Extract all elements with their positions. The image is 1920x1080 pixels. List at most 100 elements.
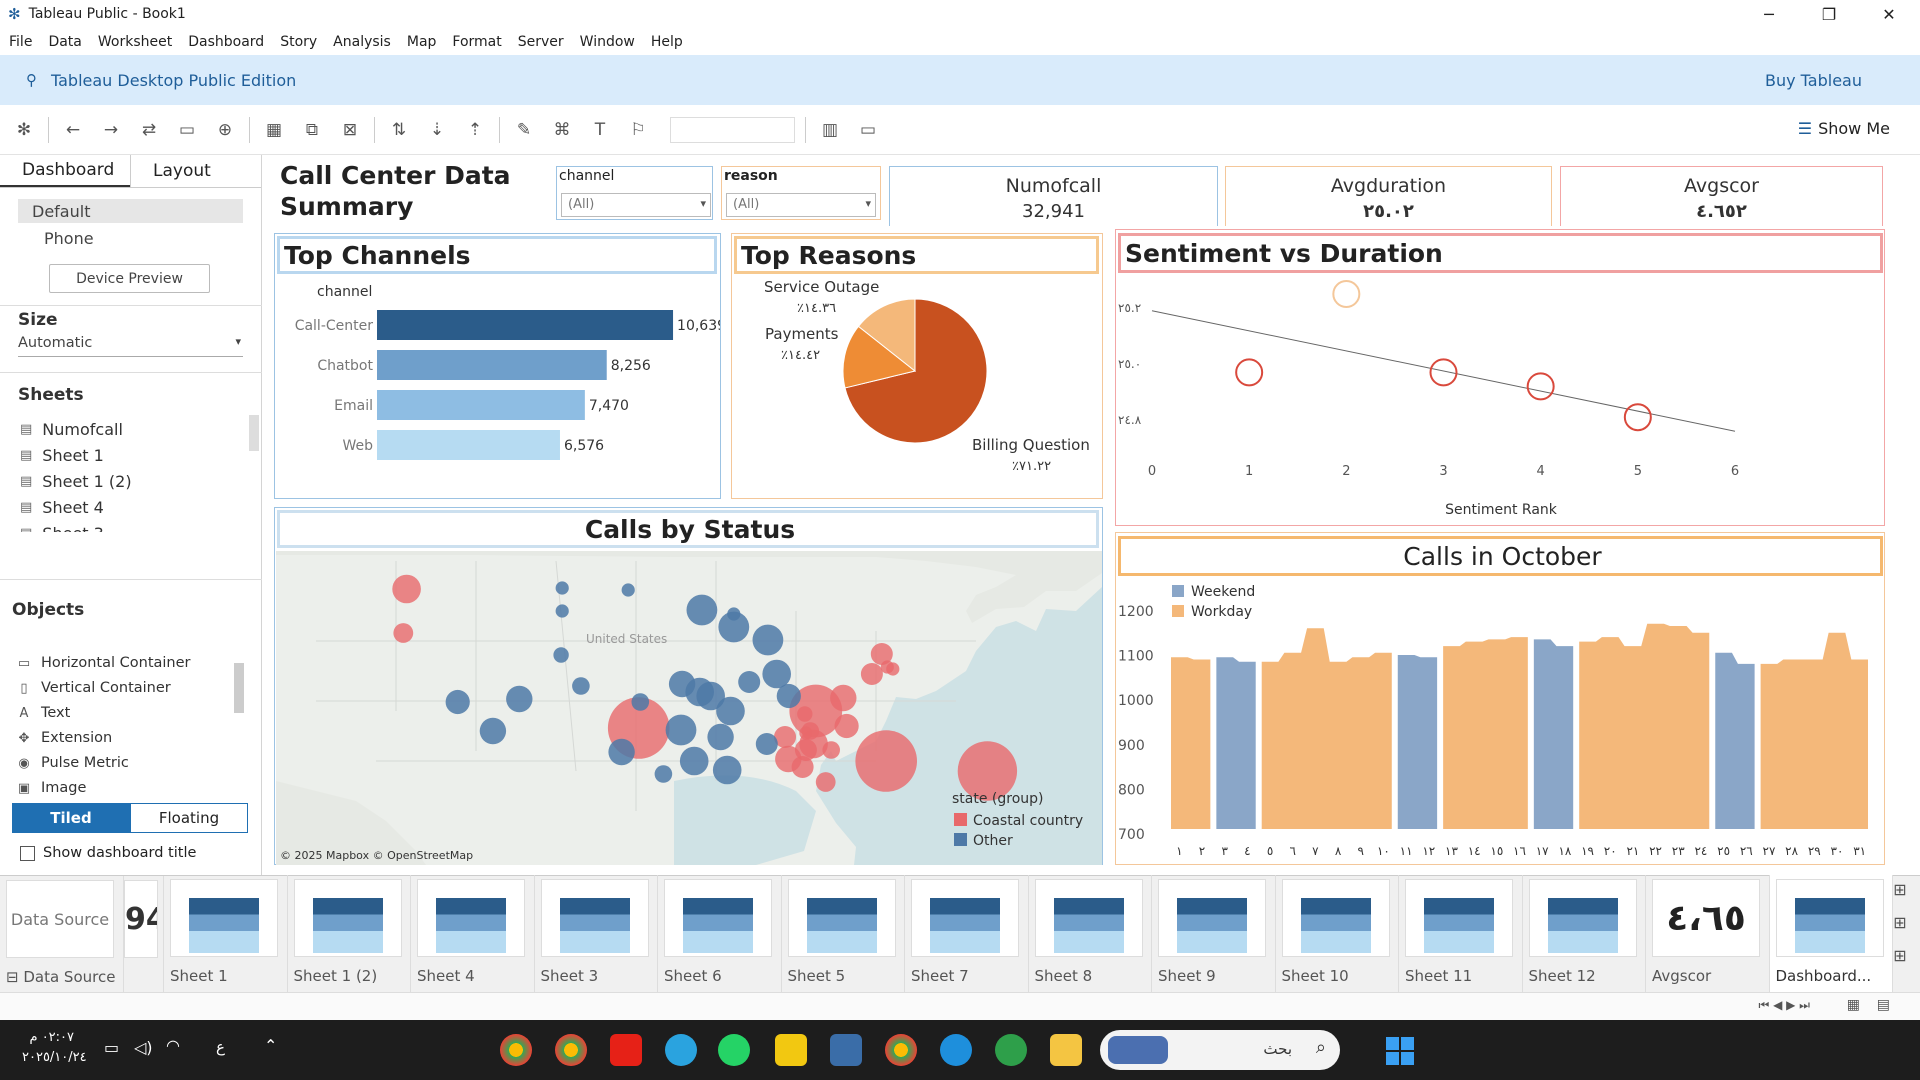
object-pulse-metric[interactable]: ◉ Pulse Metric: [16, 755, 129, 771]
show-cards-icon[interactable]: ▥: [821, 119, 839, 140]
new-story-tab-icon[interactable]: ⊞: [1893, 946, 1907, 965]
sheet-tab[interactable]: Dashboard...: [1769, 875, 1893, 992]
sheet-tab[interactable]: Sheet 8: [1029, 875, 1152, 992]
device-phone[interactable]: Phone: [44, 228, 94, 248]
channel-filter-select[interactable]: (All): [561, 193, 711, 217]
tab-nav-icons[interactable]: ⏮ ◀ ▶ ⏭: [1758, 998, 1810, 1012]
channel-filter[interactable]: channel (All): [556, 166, 713, 220]
undo-icon[interactable]: ←: [65, 119, 81, 140]
chevron-up-icon[interactable]: ⌃: [264, 1036, 278, 1055]
new-worksheet-icon[interactable]: ▦: [265, 119, 283, 140]
language-indicator[interactable]: ع: [216, 1038, 225, 1056]
sort-desc-icon[interactable]: ⇡: [467, 119, 483, 140]
clear-sheet-icon[interactable]: ⊠: [342, 119, 358, 140]
menu-map[interactable]: Map: [406, 33, 437, 50]
highlight-icon[interactable]: ✎: [516, 119, 532, 140]
sheet-tab[interactable]: Sheet 12: [1523, 875, 1646, 992]
tab-data-source[interactable]: Data Source ⊟ Data Source: [0, 876, 124, 993]
sheet-item[interactable]: ▤Sheet 3: [20, 524, 104, 532]
whatsapp-icon[interactable]: [718, 1034, 750, 1066]
sheet-tab[interactable]: Sheet 9: [1152, 875, 1276, 992]
fit-dropdown[interactable]: [670, 116, 795, 143]
telegram-icon[interactable]: [665, 1034, 697, 1066]
menu-analysis[interactable]: Analysis: [333, 33, 391, 50]
clock[interactable]: ٠٢:٠٧ م ٢٠٢٥/١٠/٢٤: [22, 1030, 87, 1065]
label-icon[interactable]: T: [594, 119, 606, 140]
menu-file[interactable]: File: [9, 33, 33, 50]
taskbar-search[interactable]: بحث ⌕: [1100, 1030, 1340, 1070]
chrome-icon[interactable]: [885, 1034, 917, 1066]
wifi-icon[interactable]: ◠: [166, 1036, 180, 1055]
close-button[interactable]: ✕: [1882, 4, 1896, 24]
sheet-item[interactable]: ▤ Sheet 1 (2): [20, 472, 132, 491]
sheet-item[interactable]: ▤ Numofcall: [20, 420, 123, 439]
device-default[interactable]: Default: [18, 199, 243, 223]
maximize-button[interactable]: ❐: [1821, 4, 1837, 24]
sheets-scrollbar[interactable]: [249, 415, 259, 451]
tab-dashboard[interactable]: Dashboard: [0, 155, 130, 187]
new-dashboard-tab-icon[interactable]: ⊞: [1893, 913, 1907, 932]
sheet-tab[interactable]: Sheet 4: [411, 875, 535, 992]
reason-filter-select[interactable]: (All): [726, 193, 876, 217]
objects-scrollbar[interactable]: [234, 663, 244, 713]
sheet-tab[interactable]: Sheet 7: [905, 875, 1029, 992]
group-icon[interactable]: ⌘: [553, 119, 571, 140]
menu-dashboard[interactable]: Dashboard: [188, 33, 265, 50]
new-worksheet-tab-icon[interactable]: ⊞: [1893, 880, 1907, 899]
presentation-icon[interactable]: ▭: [859, 119, 877, 140]
object-horizontal-container[interactable]: ▭ Horizontal Container: [17, 655, 191, 671]
sheet-tab[interactable]: Sheet 5: [782, 875, 905, 992]
pin-axis-icon[interactable]: ⚐: [630, 119, 646, 140]
chrome-icon[interactable]: [500, 1034, 532, 1066]
buy-tableau-link[interactable]: Buy Tableau: [1765, 70, 1862, 90]
sheet-tab[interactable]: Sheet 3: [535, 875, 658, 992]
powerbi-icon[interactable]: [775, 1034, 807, 1066]
sheet-item[interactable]: ▤ Sheet 1: [20, 446, 104, 465]
sheet-tab[interactable]: Sheet 1: [164, 875, 288, 992]
tab-layout[interactable]: Layout: [130, 155, 261, 187]
save-icon[interactable]: ▭: [178, 119, 196, 140]
size-dropdown[interactable]: Automatic ▾: [18, 335, 243, 357]
youtube-icon[interactable]: [610, 1034, 642, 1066]
chrome-icon[interactable]: [555, 1034, 587, 1066]
sheet-tab[interactable]: Sheet 10: [1276, 875, 1399, 992]
tableau-logo-icon[interactable]: ✻: [16, 119, 32, 140]
tab-numofcall[interactable]: 94: [124, 876, 164, 993]
app-icon[interactable]: [995, 1034, 1027, 1066]
minimize-button[interactable]: ─: [1764, 4, 1774, 24]
tiled-button[interactable]: Tiled: [12, 803, 130, 833]
sheet-tab[interactable]: Sheet 11: [1399, 875, 1523, 992]
object-image[interactable]: ▣ Image: [17, 780, 87, 796]
tableau-taskbar-icon[interactable]: [830, 1034, 862, 1066]
object-extension[interactable]: ✥ Extension: [16, 730, 113, 746]
edge-icon[interactable]: [940, 1034, 972, 1066]
floating-button[interactable]: Floating: [130, 803, 248, 833]
reason-filter[interactable]: reason (All): [721, 166, 881, 220]
grid-view-icon[interactable]: ▦: [1846, 997, 1860, 1013]
map-chart[interactable]: United States © 2025 Mapbox © OpenStreet…: [276, 551, 1102, 865]
file-explorer-icon[interactable]: [1050, 1034, 1082, 1066]
menu-story[interactable]: Story: [280, 33, 318, 50]
menu-format[interactable]: Format: [452, 33, 502, 50]
menu-help[interactable]: Help: [650, 33, 683, 50]
menu-data[interactable]: Data: [48, 33, 82, 50]
menu-worksheet[interactable]: Worksheet: [97, 33, 173, 50]
volume-icon[interactable]: ◁): [134, 1038, 153, 1057]
menu-window[interactable]: Window: [579, 33, 635, 50]
swap-icon[interactable]: ⇅: [391, 119, 407, 140]
duplicate-icon[interactable]: ⧉: [305, 119, 319, 140]
show-title-checkbox[interactable]: Show dashboard title: [20, 845, 196, 861]
battery-icon[interactable]: ▭: [104, 1038, 120, 1057]
new-data-source-icon[interactable]: ⊕: [217, 119, 233, 140]
replace-data-icon[interactable]: ⇄: [141, 119, 157, 140]
menu-server[interactable]: Server: [517, 33, 564, 50]
windows-start-icon[interactable]: [1386, 1037, 1414, 1065]
sheet-tab[interactable]: Sheet 1 (2): [288, 875, 411, 992]
sheet-tab[interactable]: ٤،٦٥ Avgscor: [1646, 875, 1770, 992]
sort-asc-icon[interactable]: ⇣: [429, 119, 445, 140]
sheet-item[interactable]: ▤ Sheet 4: [20, 498, 104, 517]
object-text[interactable]: A Text: [16, 705, 71, 721]
show-me-button[interactable]: ☰ Show Me: [1798, 119, 1890, 138]
filmstrip-icon[interactable]: ▤: [1876, 997, 1890, 1013]
object-vertical-container[interactable]: ▯ Vertical Container: [16, 680, 170, 696]
